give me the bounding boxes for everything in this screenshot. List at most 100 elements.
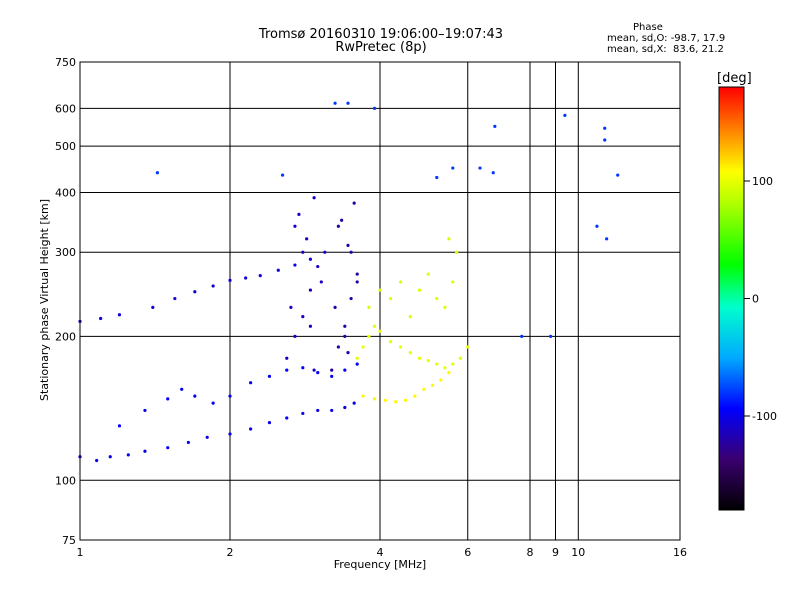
data-point [126, 453, 130, 457]
data-point [228, 432, 232, 436]
data-point [563, 113, 567, 117]
data-point [143, 408, 147, 413]
data-point [333, 305, 337, 309]
chart-title: Tromsø 20160310 19:06:00–19:07:43 [258, 27, 504, 42]
data-point [443, 305, 447, 309]
data-point [319, 280, 323, 284]
data-point [408, 315, 412, 319]
data-point [151, 305, 155, 309]
data-point [289, 305, 293, 309]
data-point [435, 296, 439, 301]
data-point [143, 449, 147, 453]
data-point [293, 334, 297, 338]
x-tick-label: 4 [377, 546, 384, 559]
data-point [403, 398, 408, 402]
data-point [355, 356, 359, 360]
data-point [228, 278, 232, 282]
data-point [211, 401, 215, 405]
data-point [166, 397, 170, 401]
data-point [155, 171, 160, 175]
data-point [343, 334, 347, 338]
data-point [355, 280, 359, 284]
data-point [367, 305, 371, 309]
data-point [267, 374, 272, 378]
data-point [458, 356, 463, 360]
data-point [308, 257, 313, 261]
data-point [383, 398, 387, 402]
data-point [603, 126, 607, 130]
y-tick-label: 500 [55, 140, 76, 153]
data-point [293, 263, 297, 267]
data-point [293, 224, 297, 228]
y-tick-label: 400 [55, 186, 76, 199]
data-point [349, 250, 353, 254]
data-point [340, 218, 344, 222]
data-point [466, 345, 470, 349]
data-point [330, 374, 334, 378]
data-point [417, 288, 422, 292]
chart-subtitle: RwPretec (8p) [335, 40, 427, 55]
colorbar-tick-label: 100 [752, 175, 773, 188]
data-point [330, 368, 334, 372]
data-point [95, 458, 99, 463]
data-point [388, 296, 393, 301]
data-point [305, 237, 309, 241]
data-point [312, 196, 316, 200]
y-axis-label: Stationary phase Virtual Height [km] [38, 199, 51, 401]
data-point [336, 345, 340, 349]
data-point [193, 394, 197, 398]
data-point [285, 356, 289, 360]
data-point [173, 296, 177, 301]
data-point [372, 324, 377, 328]
data-point [355, 362, 359, 366]
data-point [308, 288, 313, 292]
data-point [249, 427, 253, 431]
data-point [349, 296, 353, 301]
data-point [108, 455, 112, 459]
data-point [193, 290, 197, 294]
data-point [408, 350, 412, 355]
data-point [399, 345, 403, 349]
data-point [346, 350, 350, 355]
data-point [301, 411, 305, 416]
data-point [435, 362, 439, 366]
data-point [616, 173, 620, 177]
colorbar-tick-label: 0 [752, 293, 759, 306]
data-point [316, 370, 320, 375]
data-point [394, 400, 398, 404]
data-point [205, 435, 209, 439]
data-point [478, 166, 482, 170]
data-point [355, 272, 359, 276]
y-tick-label: 100 [55, 474, 76, 487]
data-point [372, 397, 377, 401]
data-point [285, 368, 289, 372]
data-point [426, 272, 430, 276]
data-point [280, 173, 285, 177]
data-point [413, 394, 417, 398]
data-point [244, 276, 248, 280]
data-point [447, 370, 451, 375]
x-tick-label: 8 [527, 546, 534, 559]
colorbar [718, 86, 745, 511]
phase-stats-x-mode: mean, sd,X: 83.6, 21.2 [607, 44, 724, 55]
data-point [343, 368, 347, 372]
data-point [346, 101, 350, 105]
x-tick-label: 6 [464, 546, 471, 559]
data-point [301, 315, 305, 319]
data-point [228, 394, 232, 398]
x-tick-label: 16 [673, 546, 687, 559]
data-point [595, 224, 599, 228]
data-point [276, 268, 280, 272]
x-tick-label: 10 [571, 546, 585, 559]
data-point [378, 288, 382, 292]
data-point [372, 106, 377, 110]
y-tick-label: 750 [55, 56, 76, 69]
plot-area-frame [79, 61, 681, 541]
data-point [451, 362, 455, 366]
data-point [323, 250, 327, 254]
data-point [361, 394, 365, 398]
data-point [426, 358, 430, 363]
data-point [180, 387, 184, 391]
data-point [297, 212, 301, 216]
data-point [166, 446, 170, 450]
